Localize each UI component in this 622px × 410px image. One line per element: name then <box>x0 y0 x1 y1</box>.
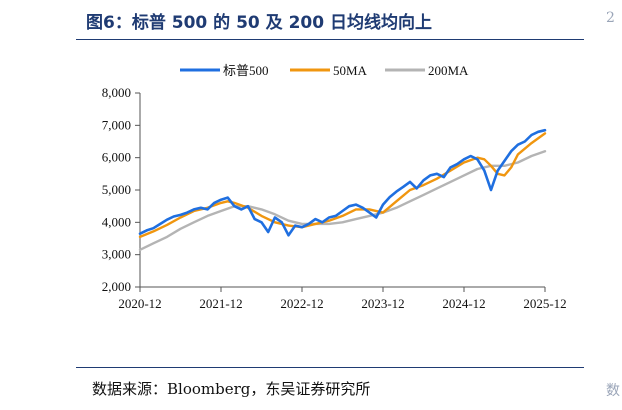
source-rule <box>76 367 584 368</box>
y-axis-ticks: 2,000 3,000 4,000 5,000 6,000 7,000 8,000 <box>102 85 140 294</box>
y-tick-label: 8,000 <box>102 85 131 100</box>
series-layer <box>138 128 547 251</box>
series-line-ma50 <box>138 132 547 239</box>
data-source-note: 数据来源：Bloomberg，东吴证券研究所 <box>92 380 371 398</box>
x-tick-label: 2025-12 <box>523 296 566 311</box>
y-tick-label: 5,000 <box>102 182 131 197</box>
legend-label-ma200: 200MA <box>428 63 469 78</box>
x-tick-label: 2022-12 <box>280 296 323 311</box>
x-tick-label: 2024-12 <box>442 296 485 311</box>
legend-label-ma50: 50MA <box>333 63 368 78</box>
figure-title: 图6：标普 500 的 50 及 200 日均线均向上 <box>86 13 432 33</box>
y-tick-label: 6,000 <box>102 150 131 165</box>
x-axis-ticks: 2020-12 2021-12 2022-12 2023-12 2024-12 2025-… <box>118 287 567 311</box>
y-tick-label: 3,000 <box>102 247 131 262</box>
line-chart: 标普500 50MA 200MA 2,000 3,000 4,000 5,000 6,0… <box>102 63 567 311</box>
x-tick-label: 2023-12 <box>361 296 404 311</box>
adjacent-column-fragment: 2 <box>606 10 615 26</box>
x-tick-label: 2020-12 <box>118 296 161 311</box>
x-tick-label: 2021-12 <box>199 296 242 311</box>
chart-legend: 标普500 50MA 200MA <box>180 63 469 78</box>
y-tick-label: 4,000 <box>102 214 131 229</box>
series-line-sp500 <box>138 128 547 237</box>
series-line-ma200 <box>138 150 547 251</box>
y-tick-label: 7,000 <box>102 117 131 132</box>
y-tick-label: 2,000 <box>102 279 131 294</box>
legend-label-sp500: 标普500 <box>223 63 269 78</box>
title-rule <box>76 39 584 40</box>
adjacent-column-fragment-bottom: 数 <box>606 383 620 399</box>
